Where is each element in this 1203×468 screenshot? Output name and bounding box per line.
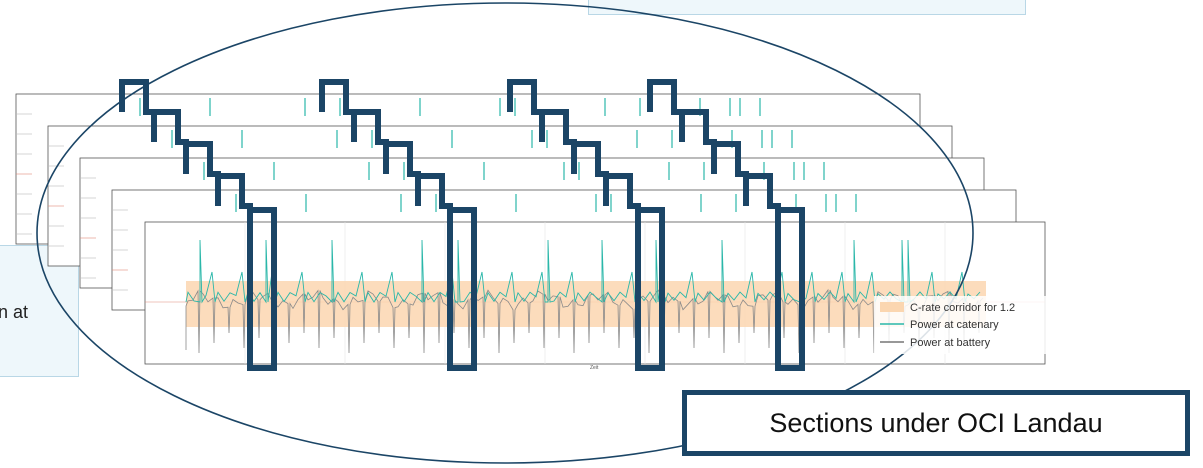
legend-swatch-corridor — [880, 302, 904, 312]
section-frame-rect — [247, 207, 277, 371]
battery-power-line — [185, 288, 984, 354]
legend-item-catenary: Power at catenary — [910, 319, 999, 331]
top-note-box — [588, 0, 1026, 15]
section-highlight-frames — [119, 79, 805, 371]
section-frame-rect — [635, 207, 665, 371]
legend-item-battery: Power at battery — [910, 337, 991, 349]
legend-item-corridor: C-rate corridor for 1.2 — [910, 302, 1015, 314]
c-rate-corridor-band — [186, 281, 986, 327]
section-frame-rect — [447, 207, 477, 371]
sections-label-box: Sections under OCI Landau — [682, 390, 1190, 456]
left-note-box: n at — [0, 245, 79, 377]
catenary-power-line — [185, 239, 981, 304]
grouping-ellipse — [36, 2, 974, 464]
left-note-text: n at — [0, 302, 29, 322]
legend: C-rate corridor for 1.2 Power at catenar… — [874, 296, 1048, 354]
x-axis-label: Zeit — [590, 365, 599, 371]
sections-label: Sections under OCI Landau — [769, 407, 1103, 438]
section-frame-rect — [775, 207, 805, 371]
